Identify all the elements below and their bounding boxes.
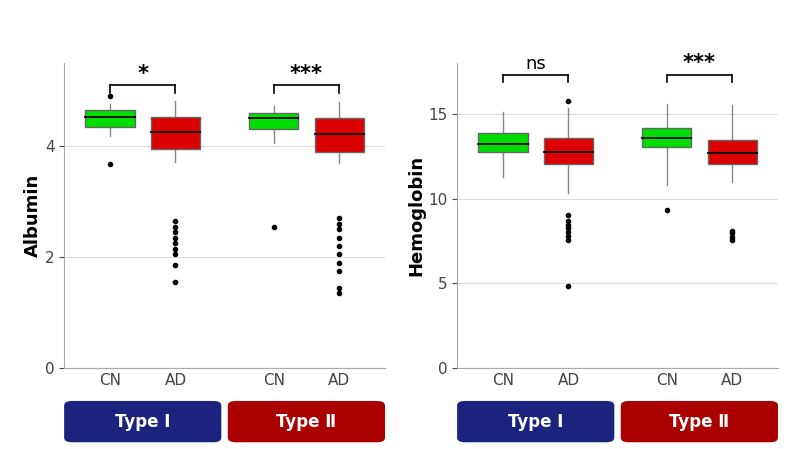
Bar — [707, 140, 756, 164]
Text: Type Ⅰ: Type Ⅰ — [115, 413, 170, 431]
Bar — [314, 119, 363, 152]
Text: ***: *** — [683, 53, 716, 73]
Text: ***: *** — [290, 64, 323, 84]
Bar — [642, 128, 691, 147]
Bar — [151, 117, 200, 149]
Bar — [544, 138, 593, 164]
Bar — [86, 110, 135, 127]
Bar — [249, 113, 298, 129]
Text: Type Ⅱ: Type Ⅱ — [277, 413, 337, 431]
Text: ns: ns — [525, 55, 546, 73]
Bar — [479, 133, 528, 152]
Text: *: * — [137, 64, 148, 84]
Y-axis label: Albumin: Albumin — [24, 174, 42, 257]
Text: Type Ⅱ: Type Ⅱ — [670, 413, 730, 431]
Y-axis label: Hemoglobin: Hemoglobin — [407, 155, 425, 276]
Text: Type Ⅰ: Type Ⅰ — [508, 413, 563, 431]
